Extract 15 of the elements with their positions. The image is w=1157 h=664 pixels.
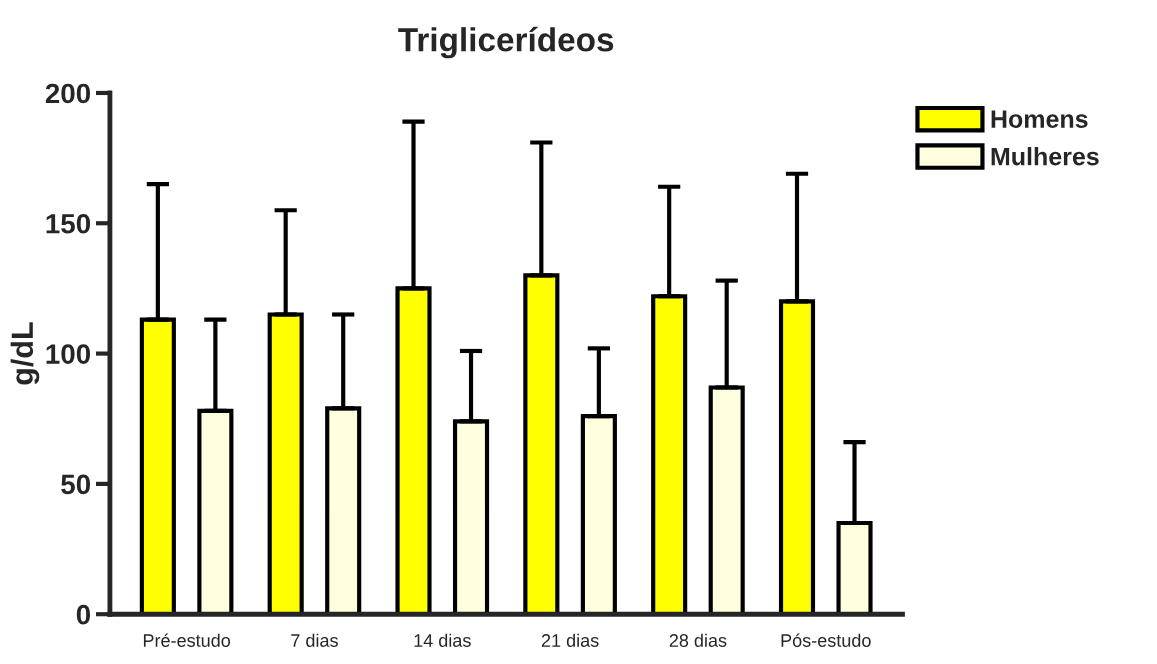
y-tick-label: 150 bbox=[46, 213, 91, 234]
legend-label: Mulheres bbox=[991, 147, 1099, 166]
x-tick-label: 28 dias bbox=[669, 633, 727, 647]
y-tick-label: 0 bbox=[76, 604, 91, 625]
chart-title: Triglicerídeos bbox=[398, 26, 614, 59]
y-axis-title: g/dL bbox=[10, 322, 40, 385]
y-tick-label: 50 bbox=[61, 474, 91, 495]
x-tick-label: 21 dias bbox=[541, 633, 599, 647]
y-tick-label: 100 bbox=[46, 344, 91, 364]
x-tick-label: 7 dias bbox=[291, 633, 338, 647]
x-tick-label: Pré-estudo bbox=[143, 633, 231, 647]
legend-label: Homens bbox=[991, 110, 1088, 128]
y-tick-label: 200 bbox=[45, 83, 91, 104]
x-tick-label: Pós-estudo bbox=[781, 633, 871, 647]
x-tick-label: 14 dias bbox=[414, 633, 471, 647]
